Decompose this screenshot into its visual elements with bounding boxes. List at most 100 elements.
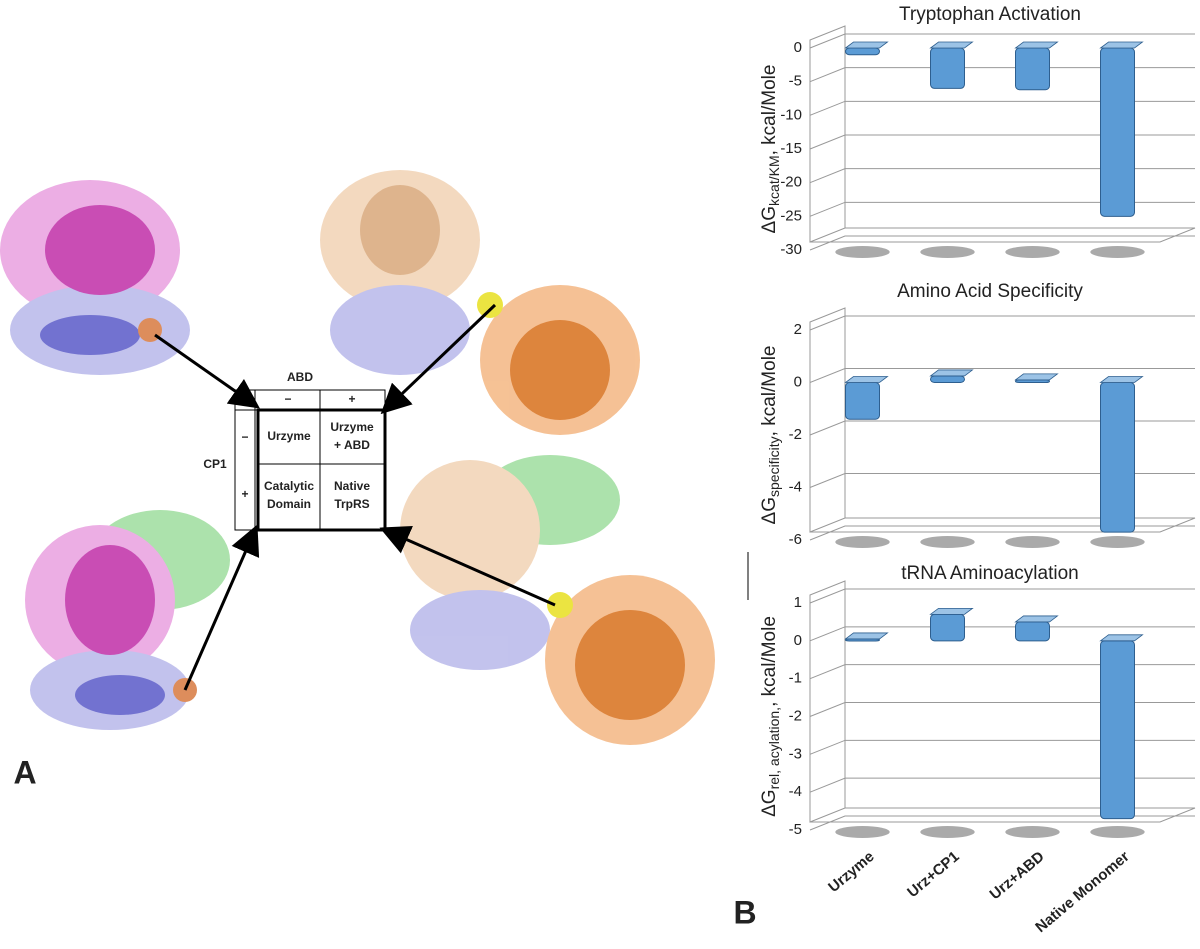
grid-line <box>809 777 1195 793</box>
chart-title: tRNA Aminoacylation <box>901 563 1078 584</box>
grid-line <box>809 134 1195 150</box>
table-cell: + ABD <box>334 438 370 452</box>
y-tick-label: -25 <box>780 207 802 224</box>
table-column-level: + <box>348 392 355 406</box>
table-cell: Catalytic <box>264 479 314 493</box>
table-row-level: + <box>241 487 248 501</box>
bar <box>845 382 880 420</box>
table-cell: Urzyme <box>267 429 311 443</box>
y-tick-label: -10 <box>780 106 802 123</box>
bar-top <box>1099 376 1144 383</box>
grid-line <box>809 315 1195 331</box>
y-tick-label: -4 <box>789 478 802 495</box>
bar <box>1015 621 1050 642</box>
design-table <box>234 389 387 532</box>
bar-shadow <box>920 246 975 258</box>
protein-urzyme <box>0 180 190 375</box>
bar-shadow <box>1005 536 1060 548</box>
plot-wall <box>809 307 1196 533</box>
bar-shadow <box>835 536 890 548</box>
table-cell: Urzyme <box>330 420 374 434</box>
arrows <box>154 303 556 691</box>
bar-top <box>1014 41 1059 49</box>
grid-line <box>809 664 1195 680</box>
y-label-main: ΔG <box>759 497 780 524</box>
chart-title: Amino Acid Specificity <box>897 281 1083 302</box>
y-tick-label: -5 <box>789 73 802 90</box>
bar-shadow <box>1090 826 1145 838</box>
bar-shadow <box>1005 246 1060 258</box>
y-tick-label: 0 <box>794 632 802 649</box>
bar-top <box>929 607 974 615</box>
plot-wall <box>809 25 1196 243</box>
y-tick-label: 1 <box>794 594 802 611</box>
grid-line <box>809 420 1195 436</box>
grid-line <box>809 626 1195 642</box>
bar <box>1100 640 1135 820</box>
y-tick-label: -20 <box>780 174 802 191</box>
bar-top <box>929 41 974 49</box>
grid-line <box>809 368 1195 383</box>
grid-line <box>809 473 1195 488</box>
panel-label: A <box>13 754 36 790</box>
arrow <box>380 303 497 415</box>
y-label-rest: , kcal/Mole <box>759 346 780 437</box>
table-row-header: CP1 <box>203 457 227 471</box>
y-tick-label: -1 <box>789 670 802 687</box>
y-label-main: ΔG <box>759 206 780 233</box>
bar-top <box>844 41 889 49</box>
table-column-level: − <box>284 392 291 406</box>
protein-urzyme-abd <box>320 170 640 435</box>
y-label-sub: specificity <box>766 436 782 497</box>
y-tick-label: -30 <box>780 241 802 258</box>
y-tick-label: -6 <box>789 531 802 548</box>
bar-shadow <box>1005 826 1060 838</box>
y-tick-label: 0 <box>794 373 802 390</box>
grid-line <box>809 100 1195 116</box>
grid-line <box>809 33 1195 49</box>
bar-shadow <box>920 536 975 548</box>
grid-line <box>809 739 1195 755</box>
chart-title: Tryptophan Activation <box>899 4 1081 25</box>
x-tick-label: Urzyme <box>825 848 877 896</box>
arrow <box>154 333 260 409</box>
bar-top <box>1014 615 1059 623</box>
bar-top <box>1099 634 1144 642</box>
y-label-sub: kcat/KM <box>766 155 782 206</box>
bar-shadow <box>1090 246 1145 258</box>
y-tick-label: -5 <box>789 821 802 838</box>
bar <box>1015 47 1050 91</box>
bar <box>930 375 965 383</box>
bar <box>1100 47 1135 217</box>
table-cell: TrpRS <box>334 497 369 511</box>
y-tick-label: -4 <box>789 783 802 800</box>
y-tick-label: -2 <box>789 426 802 443</box>
y-tick-label: -2 <box>789 707 802 724</box>
grid-line <box>809 815 1195 831</box>
y-axis-label: ΔGkcat/KM, kcal/Mole <box>759 65 782 234</box>
y-tick-label: 2 <box>794 321 802 338</box>
grid-line <box>809 67 1195 83</box>
bar <box>845 47 880 56</box>
x-tick-label: Urz+ABD <box>987 848 1048 903</box>
bar-top <box>929 369 974 377</box>
grid-line <box>809 702 1195 717</box>
y-axis-label: ΔGspecificity, kcal/Mole <box>759 346 782 525</box>
panel-label: B <box>733 894 756 930</box>
y-axis-label: ΔGrel, acylation,, kcal/Mole <box>759 616 782 817</box>
y-tick-label: -15 <box>780 140 802 157</box>
bar-shadow <box>835 826 890 838</box>
y-label-rest: , kcal/Mole <box>759 65 780 156</box>
y-label-main: ΔG <box>759 789 780 816</box>
bar-shadow <box>920 826 975 838</box>
grid-line <box>809 201 1195 217</box>
y-tick-label: 0 <box>794 39 802 56</box>
grid-line <box>809 588 1195 604</box>
table-column-header: ABD <box>287 370 313 384</box>
plot-wall <box>809 580 1196 823</box>
table-cell: Domain <box>267 497 311 511</box>
arrow <box>183 524 260 691</box>
grid-line <box>809 525 1195 541</box>
y-label-rest: , kcal/Mole <box>759 616 780 707</box>
